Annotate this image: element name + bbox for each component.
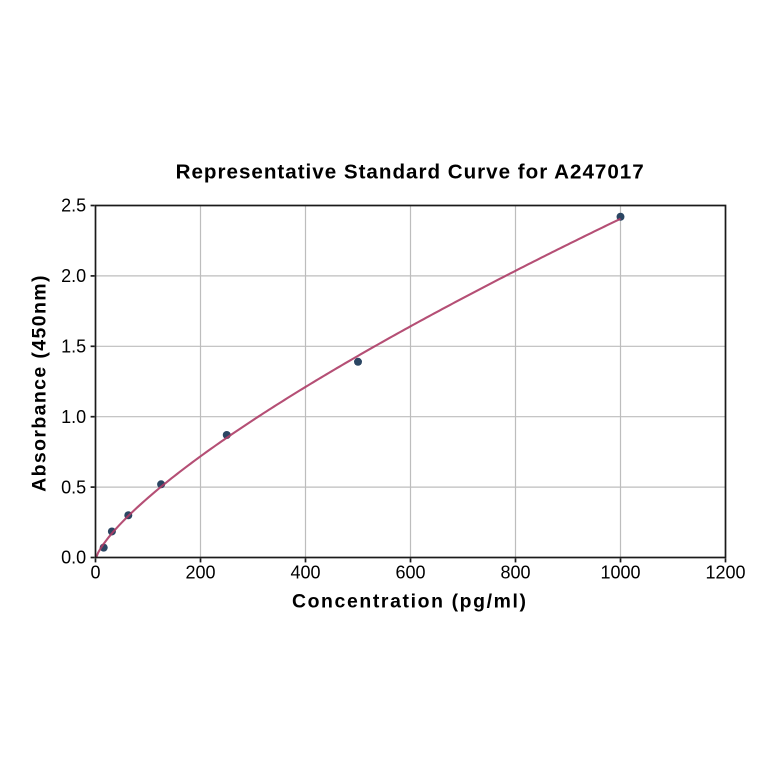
svg-text:400: 400 [290,563,320,583]
svg-text:800: 800 [500,563,530,583]
svg-text:Concentration (pg/ml): Concentration (pg/ml) [292,591,528,613]
svg-text:1.5: 1.5 [61,337,86,357]
svg-text:1000: 1000 [600,563,640,583]
svg-text:2.5: 2.5 [61,196,86,216]
svg-text:Absorbance (450nm): Absorbance (450nm) [28,274,50,492]
svg-text:1200: 1200 [705,563,745,583]
svg-text:1.0: 1.0 [61,407,86,427]
svg-text:Representative Standard Curve: Representative Standard Curve for A24701… [176,160,645,183]
svg-text:200: 200 [185,563,215,583]
svg-text:2.0: 2.0 [61,266,86,286]
svg-text:0.5: 0.5 [61,477,86,497]
svg-text:0: 0 [90,563,100,583]
svg-text:0.0: 0.0 [61,548,86,568]
svg-text:600: 600 [395,563,425,583]
